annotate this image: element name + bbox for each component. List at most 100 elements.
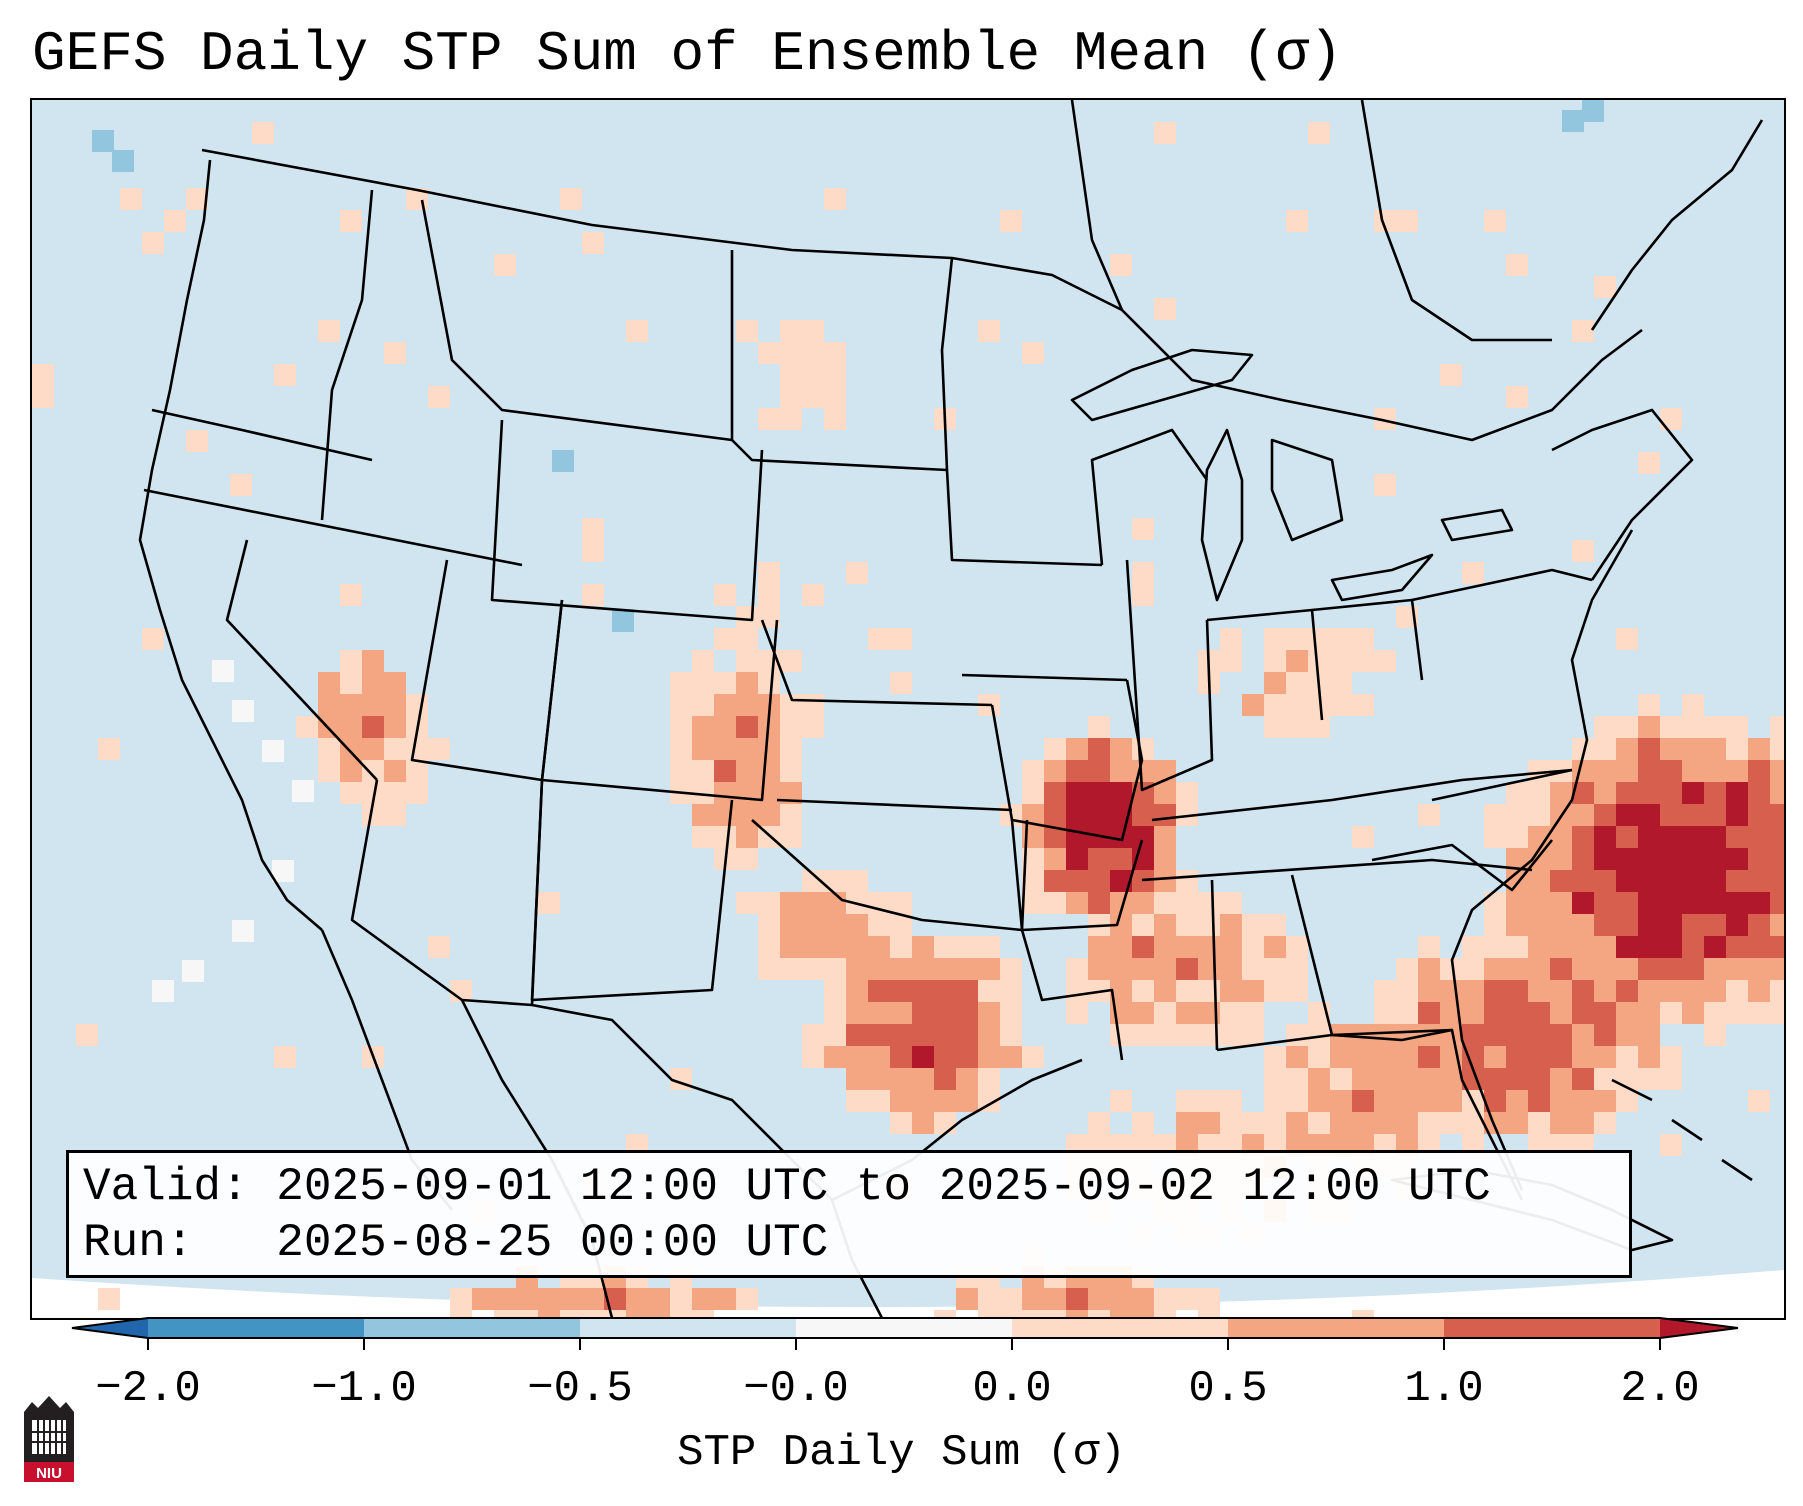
anomaly-cell [186,430,208,452]
anomaly-cell [846,936,868,958]
anomaly-cell [1154,804,1176,826]
anomaly-cell [1352,628,1374,650]
anomaly-cell [494,254,516,276]
al-ga [1290,874,1334,1036]
anomaly-cell [736,716,758,738]
anomaly-cell [1132,804,1154,826]
anomaly-cell [692,716,714,738]
anomaly-cell [1286,628,1308,650]
anomaly-cell [1506,892,1528,914]
anomaly-cell [1330,1068,1352,1090]
anomaly-cell [1726,782,1748,804]
anomaly-cell [1770,892,1784,914]
anomaly-cell [1506,826,1528,848]
valid-label: Valid: [83,1161,249,1213]
anomaly-cell [384,716,406,738]
anomaly-cell [1638,694,1660,716]
anomaly-cell [736,606,758,628]
anomaly-cell [1374,1002,1396,1024]
anomaly-cell [1352,650,1374,672]
anomaly-cell [362,650,384,672]
anomaly-cell [1704,760,1726,782]
anomaly-cell [1616,892,1638,914]
anomaly-cell [362,782,384,804]
anomaly-cell [934,1090,956,1112]
anomaly-cell [1242,914,1264,936]
anomaly-cell [758,408,780,430]
anomaly-cell [318,672,340,694]
anomaly-cell [472,1288,494,1310]
anomaly-cell [1264,650,1286,672]
anomaly-cell [1726,804,1748,826]
anomaly-cell [1638,1068,1660,1090]
anomaly-cell [1616,1090,1638,1112]
anomaly-cell-neutral [232,700,254,722]
anomaly-cell [1132,1288,1154,1310]
anomaly-cell [1132,760,1154,782]
anomaly-cell [1286,1068,1308,1090]
anomaly-cell [1682,826,1704,848]
anomaly-cell [1550,782,1572,804]
anomaly-cell [1770,914,1784,936]
colorbar-tick-label: −0.5 [527,1364,633,1410]
anomaly-cell [846,1002,868,1024]
anomaly-cell [1594,782,1616,804]
anomaly-cell [1088,870,1110,892]
anomaly-cell [846,1024,868,1046]
anomaly-cell [868,628,890,650]
anomaly-cell [1088,958,1110,980]
lake-erie [1330,553,1434,602]
anomaly-cell [1572,540,1594,562]
anomaly-cell [362,804,384,826]
anomaly-cell [912,980,934,1002]
anomaly-cell [1660,870,1682,892]
anomaly-cell [1286,1024,1308,1046]
anomaly-cell [1616,738,1638,760]
anomaly-cell [1286,958,1308,980]
anomaly-cell [1550,936,1572,958]
anomaly-cell [1044,760,1066,782]
anomaly-cell [934,1002,956,1024]
anomaly-cell [956,1024,978,1046]
anomaly-cell [362,716,384,738]
anomaly-cell [1088,804,1110,826]
anomaly-cell [1220,892,1242,914]
anomaly-cell [582,1288,604,1310]
anomaly-cell [1022,1288,1044,1310]
anomaly-cell [1594,1068,1616,1090]
anomaly-cell [1110,254,1132,276]
anomaly-cell [32,386,54,408]
anomaly-cell [1572,760,1594,782]
anomaly-cell [714,584,736,606]
anomaly-cell [1000,210,1022,232]
anomaly-cell [824,980,846,1002]
anomaly-cell [1770,936,1784,958]
anomaly-cell [1242,936,1264,958]
anomaly-cell [582,232,604,254]
pacific-coast [138,159,323,931]
new-england [1551,408,1694,581]
anomaly-cell [780,826,802,848]
anomaly-cell [1638,936,1660,958]
anomaly-cell [802,1046,824,1068]
anomaly-cell [1264,628,1286,650]
anomaly-cell [1616,848,1638,870]
anomaly-cell [1748,760,1770,782]
anomaly-cell [1748,870,1770,892]
anomaly-cell [1066,1288,1088,1310]
anomaly-cell [824,1024,846,1046]
anomaly-cell [626,320,648,342]
anomaly-cell [1088,738,1110,760]
anomaly-cell [1154,914,1176,936]
colorbar-bin [148,1318,364,1338]
anomaly-cell [1286,694,1308,716]
anomaly-cell [274,1046,296,1068]
anomaly-cell [538,892,560,914]
anomaly-cell [1770,738,1784,760]
anomaly-cell [758,936,780,958]
anomaly-cell [1660,1046,1682,1068]
anomaly-cell [560,1310,582,1318]
anomaly-cell [1132,1112,1154,1134]
anomaly-cell [1176,936,1198,958]
anomaly-cell [692,738,714,760]
